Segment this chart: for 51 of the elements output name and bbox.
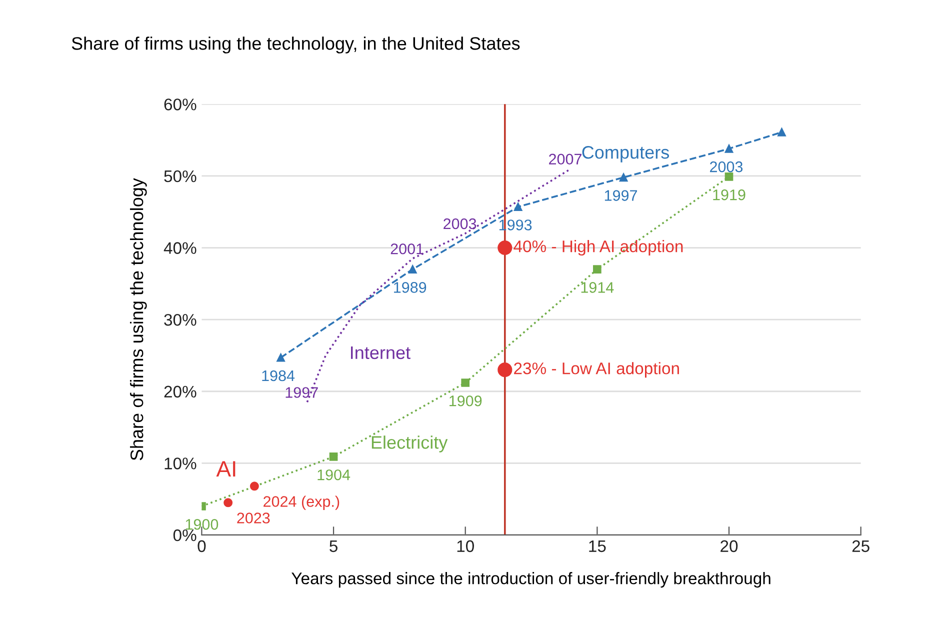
x-tick-label: 20 (720, 540, 738, 552)
annotation: 23% - Low AI adoption (514, 362, 679, 378)
series-label: AI (216, 461, 236, 477)
y-tick-label: 10% (164, 458, 196, 470)
point (276, 353, 285, 362)
point (724, 172, 734, 181)
point (724, 144, 734, 153)
point (514, 202, 522, 212)
annotation: 1984 (262, 370, 295, 382)
annotation: 1900 (186, 518, 218, 530)
x-tick-label: 25 (852, 540, 870, 552)
point (593, 265, 602, 274)
annotation: 2003 (444, 218, 476, 230)
y-tick-label: 50% (164, 170, 196, 182)
x-tick-label: 15 (589, 540, 606, 552)
point (498, 362, 512, 378)
x-tick-label: 10 (457, 540, 474, 552)
annotation: 1904 (318, 469, 350, 480)
series-label: Computers (582, 146, 670, 162)
point (619, 173, 628, 182)
point (250, 482, 259, 491)
annotation: 1909 (450, 395, 482, 406)
annotation: 1914 (581, 282, 614, 293)
series-label: Internet (351, 346, 410, 360)
x-tick-label: 5 (330, 540, 338, 552)
point (329, 452, 338, 461)
annotation: 1997 (604, 190, 637, 201)
annotation: 1997 (286, 387, 318, 398)
y-tick-label: 30% (164, 314, 196, 326)
annotation: 2023 (237, 512, 270, 524)
chart-title: Share of firms using the technology, in the United States (72, 36, 520, 54)
x-tick-label: 0 (198, 540, 206, 552)
point (778, 128, 786, 136)
point (224, 498, 233, 508)
annotation: 1919 (713, 189, 746, 200)
x-axis-title: Years passed since the introduction of user-friendly breakthrough (292, 572, 770, 588)
y-tick-label: 0% (173, 529, 196, 542)
y-tick-label: 20% (164, 386, 196, 398)
annotation: 1989 (394, 282, 426, 293)
point (498, 240, 512, 256)
annotation: 2003 (710, 161, 743, 172)
annotation: 2001 (390, 243, 424, 254)
y-axis-title: Share of firms using the technology (130, 178, 147, 460)
y-tick-label: 60% (164, 98, 196, 110)
annotation: 2007 (549, 154, 582, 165)
y-tick-label: 40% (164, 242, 196, 254)
point (461, 378, 470, 387)
series-label: Electricity (372, 436, 448, 452)
annotation: 2024 (exp.) (264, 496, 340, 510)
annotation: 40% - High AI adoption (514, 240, 683, 256)
point (408, 265, 417, 274)
